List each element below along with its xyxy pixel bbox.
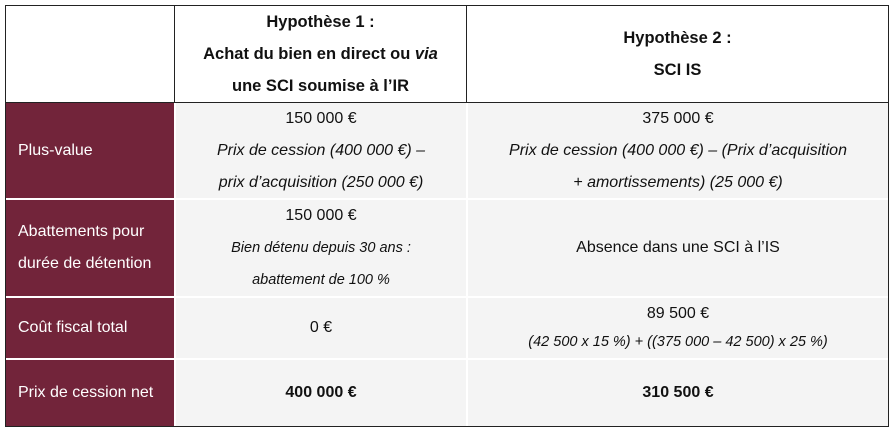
cell-cout-fiscal-h2: 89 500 € (42 500 x 15 %) + ((375 000 – 4… [466,298,888,360]
cell-cout-fiscal-h1: 0 € [174,298,466,360]
note: (42 500 x 15 %) + ((375 000 – 42 500) x … [528,334,828,350]
cell-prix-net-h1: 400 000 € [174,360,466,426]
header-empty-cell [6,6,174,103]
header-h2-title: Hypothèse 2 : [623,29,732,47]
note: Bien détenu depuis 30 ans : [231,240,411,256]
header-hypothesis-2: Hypothèse 2 : SCI IS [466,6,888,103]
comparison-table: Hypothèse 1 : Achat du bien en direct ou… [5,5,889,427]
row-label-cout-fiscal: Coût fiscal total [6,298,174,360]
note: + amortissements) (25 000 €) [573,173,783,191]
header-h1-line2: Achat du bien en direct ou via [203,38,438,70]
header-h1-via: via [414,45,438,63]
header-h1-line2-text: Achat du bien en direct ou [203,45,415,63]
row-label-prix-net: Prix de cession net [6,360,174,426]
value: 150 000 € [285,109,357,127]
note: prix d’acquisition (250 000 €) [218,173,424,191]
value: Absence dans une SCI à l’IS [576,239,780,256]
header-h1-title: Hypothèse 1 : [266,13,375,31]
cell-abattements-h1: 150 000 € Bien détenu depuis 30 ans : ab… [174,200,466,298]
note: abattement de 100 % [252,272,390,288]
row-label-abattements: Abattements pour durée de détention [6,200,174,298]
header-hypothesis-1: Hypothèse 1 : Achat du bien en direct ou… [174,6,466,103]
value: 89 500 € [646,305,710,322]
note: Prix de cession (400 000 €) – [216,141,426,159]
header-h1-line3: une SCI soumise à l’IR [232,77,409,95]
cell-prix-net-h2: 310 500 € [466,360,888,426]
value: 150 000 € [285,207,357,224]
cell-plus-value-h2: 375 000 € Prix de cession (400 000 €) – … [466,103,888,200]
cell-abattements-h2: Absence dans une SCI à l’IS [466,200,888,298]
row-label-plus-value: Plus-value [6,103,174,200]
cell-plus-value-h1: 150 000 € Prix de cession (400 000 €) – … [174,103,466,200]
header-h2-line2: SCI IS [653,61,702,79]
note: Prix de cession (400 000 €) – (Prix d’ac… [509,141,847,159]
label-text: Prix de cession net [18,384,154,401]
value: 0 € [309,319,333,336]
value: 375 000 € [642,109,714,127]
label-text: Abattements pour durée de détention [18,223,152,272]
